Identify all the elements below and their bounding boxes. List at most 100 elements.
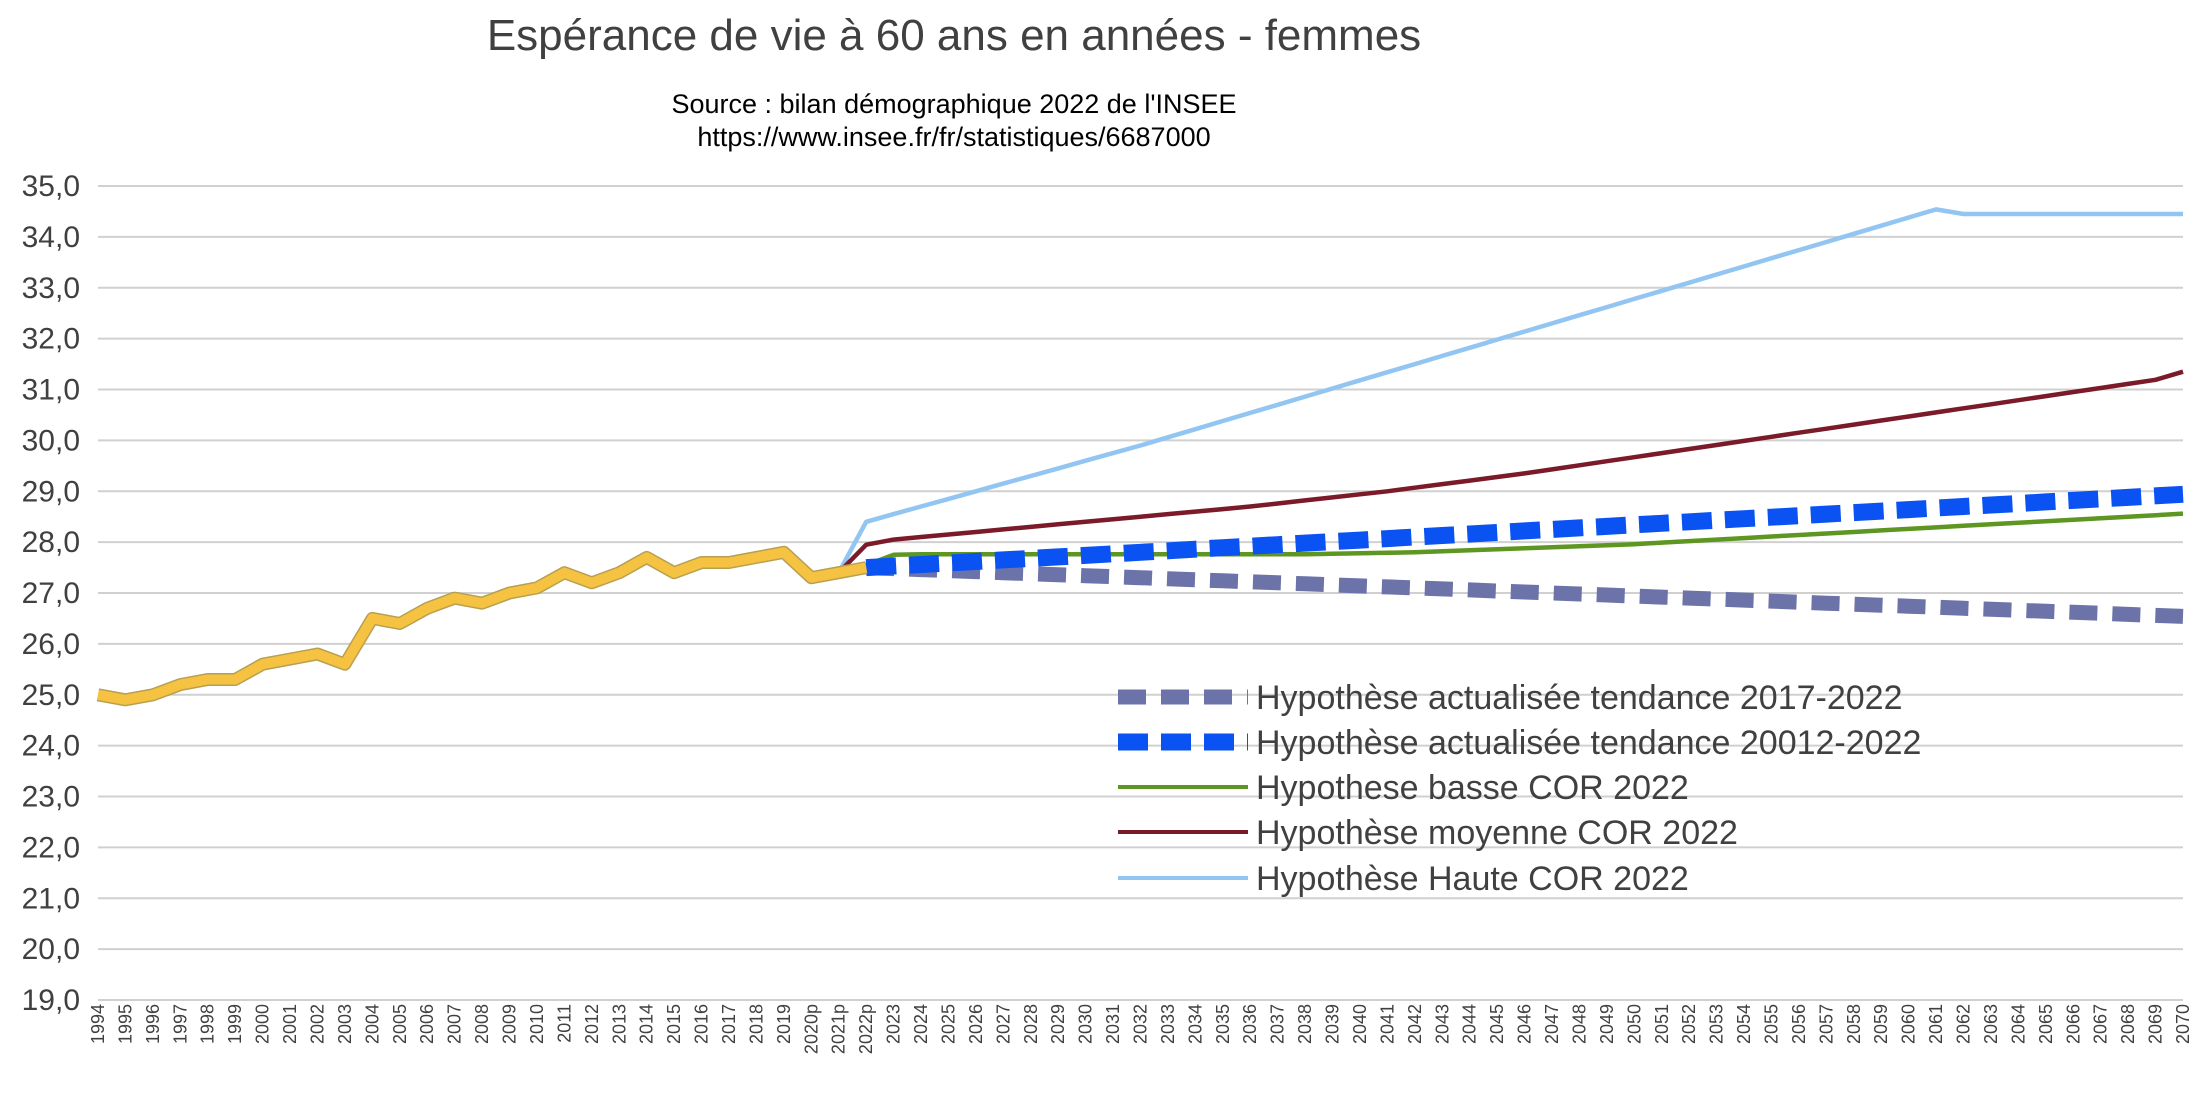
x-tick-label: 2060 (1899, 1004, 1919, 1044)
x-axis: 1994 1995 1996 1997 1998 1999 2000 2001 2002 2003… (88, 1004, 2193, 1054)
x-tick-label: 2043 (1432, 1004, 1452, 1044)
x-tick-label: 2008 (472, 1004, 492, 1044)
x-tick-label: 1996 (143, 1004, 163, 1044)
x-tick-label: 2033 (1158, 1004, 1178, 1044)
x-tick-label: 2005 (390, 1004, 410, 1044)
x-tick-label: 2019 (774, 1004, 794, 1044)
x-tick-label: 2006 (417, 1004, 437, 1044)
y-tick-label: 27,0 (22, 577, 80, 610)
series-line-5 (836, 207, 2183, 574)
x-tick-label: 2068 (2118, 1004, 2138, 1044)
x-tick-label: 2051 (1652, 1004, 1672, 1044)
y-tick-label: 25,0 (22, 679, 80, 712)
y-tick-label: 33,0 (22, 272, 80, 305)
y-tick-label: 30,0 (22, 424, 80, 457)
x-tick-label: 2069 (2146, 1004, 2166, 1044)
legend-label-haute: Hypothèse Haute COR 2022 (1256, 860, 1689, 898)
x-tick-label: 2067 (2091, 1004, 2111, 1044)
x-tick-label: 2025 (938, 1004, 958, 1044)
x-tick-label: 2009 (500, 1004, 520, 1044)
x-tick-label: 2023 (884, 1004, 904, 1044)
x-tick-label: 2059 (1871, 1004, 1891, 1044)
x-tick-label: 2037 (1268, 1004, 1288, 1044)
x-tick-label: 2063 (1981, 1004, 2001, 1044)
x-tick-label: 2057 (1816, 1004, 1836, 1044)
x-tick-label: 2052 (1679, 1004, 1699, 1044)
x-tick-label: 2003 (335, 1004, 355, 1044)
x-tick-label: 2048 (1569, 1004, 1589, 1044)
y-tick-label: 23,0 (22, 781, 80, 814)
x-tick-label: 2014 (637, 1004, 657, 1044)
series-line-2 (865, 485, 2184, 577)
chart-subtitle-source: Source : bilan démographique 2022 de l'I… (671, 89, 1236, 119)
x-tick-label: 2035 (1213, 1004, 1233, 1044)
x-tick-label: 1995 (115, 1004, 135, 1044)
x-tick-label: 2026 (966, 1004, 986, 1044)
x-tick-label: 2018 (746, 1004, 766, 1044)
x-tick-label: 2045 (1487, 1004, 1507, 1044)
x-tick-label: 2022p (856, 1004, 876, 1054)
x-tick-label: 2001 (280, 1004, 300, 1044)
x-tick-label: 2061 (1926, 1004, 1946, 1044)
x-tick-label: 2055 (1761, 1004, 1781, 1044)
series-line-0 (97, 547, 868, 705)
y-tick-label: 24,0 (22, 730, 80, 763)
x-tick-label: 2049 (1597, 1004, 1617, 1044)
legend-label-trend-20012-2022: Hypothèse actualisée tendance 20012-2022 (1256, 724, 1921, 762)
y-tick-label: 32,0 (22, 323, 80, 356)
x-tick-label: 2030 (1076, 1004, 1096, 1044)
y-tick-label: 21,0 (22, 882, 80, 915)
x-tick-label: 2038 (1295, 1004, 1315, 1044)
x-tick-label: 2058 (1844, 1004, 1864, 1044)
x-tick-label: 2047 (1542, 1004, 1562, 1044)
x-tick-label: 2027 (993, 1004, 1013, 1044)
x-tick-label: 2044 (1460, 1004, 1480, 1044)
x-tick-label: 2054 (1734, 1004, 1754, 1044)
x-tick-label: 1999 (225, 1004, 245, 1044)
x-tick-label: 2021p (829, 1004, 849, 1054)
y-tick-label: 26,0 (22, 628, 80, 661)
y-tick-label: 20,0 (22, 933, 80, 966)
x-tick-label: 2032 (1131, 1004, 1151, 1044)
x-tick-label: 2017 (719, 1004, 739, 1044)
y-tick-label: 29,0 (22, 475, 80, 508)
legend: Hypothèse actualisée tendance 2017-2022 … (1118, 679, 1921, 898)
x-tick-label: 2007 (445, 1004, 465, 1044)
x-tick-label: 2053 (1707, 1004, 1727, 1044)
x-tick-label: 2016 (692, 1004, 712, 1044)
x-tick-label: 2010 (527, 1004, 547, 1044)
x-tick-label: 2041 (1377, 1004, 1397, 1044)
x-tick-label: 2011 (554, 1004, 574, 1043)
x-tick-label: 2062 (1954, 1004, 1974, 1044)
series-line-4 (837, 369, 2184, 575)
x-tick-label: 2065 (2036, 1004, 2056, 1044)
y-tick-label: 34,0 (22, 221, 80, 254)
x-tick-label: 2056 (1789, 1004, 1809, 1044)
x-tick-label: 2000 (253, 1004, 273, 1044)
x-tick-label: 2050 (1624, 1004, 1644, 1044)
legend-label-basse: Hypothese basse COR 2022 (1256, 769, 1689, 807)
x-tick-label: 2012 (582, 1004, 602, 1044)
x-tick-label: 1998 (198, 1004, 218, 1044)
y-tick-label: 31,0 (22, 374, 80, 407)
series-line-1 (865, 560, 2184, 624)
x-tick-label: 2034 (1185, 1004, 1205, 1044)
x-tick-label: 2066 (2063, 1004, 2083, 1044)
x-tick-label: 2046 (1515, 1004, 1535, 1044)
x-tick-label: 2040 (1350, 1004, 1370, 1044)
x-tick-label: 2024 (911, 1004, 931, 1044)
x-tick-label: 2042 (1405, 1004, 1425, 1044)
chart-subtitle-url: https://www.insee.fr/fr/statistiques/668… (697, 122, 1210, 152)
x-tick-label: 2028 (1021, 1004, 1041, 1044)
y-tick-label: 22,0 (22, 831, 80, 864)
x-tick-label: 1994 (88, 1004, 108, 1044)
x-tick-label: 2064 (2008, 1004, 2028, 1044)
x-tick-label: 2036 (1240, 1004, 1260, 1044)
x-tick-label: 2015 (664, 1004, 684, 1044)
series-lines (96, 207, 2184, 707)
y-tick-label: 19,0 (22, 984, 80, 1017)
x-tick-label: 2031 (1103, 1004, 1123, 1044)
x-tick-label: 2004 (362, 1004, 382, 1044)
